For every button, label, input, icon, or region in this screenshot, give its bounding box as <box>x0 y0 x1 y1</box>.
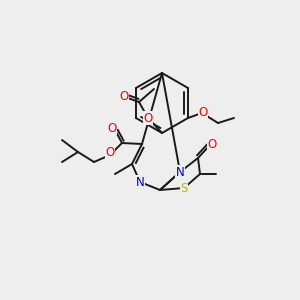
Text: O: O <box>119 91 129 103</box>
Text: O: O <box>143 112 153 124</box>
Text: O: O <box>207 137 217 151</box>
Text: N: N <box>176 166 184 178</box>
Text: S: S <box>180 182 188 194</box>
Text: N: N <box>136 176 144 188</box>
Text: O: O <box>105 146 115 160</box>
Text: O: O <box>107 122 117 134</box>
Text: O: O <box>198 106 208 119</box>
